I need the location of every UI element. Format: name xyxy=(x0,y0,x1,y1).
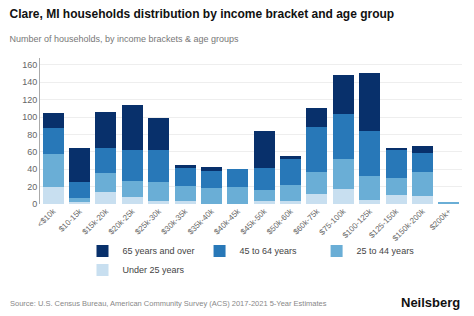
svg-text:$200k+: $200k+ xyxy=(428,207,453,232)
svg-text:40: 40 xyxy=(27,164,37,174)
svg-text:$50k-60k: $50k-60k xyxy=(265,206,295,236)
svg-text:$30k-35k: $30k-35k xyxy=(160,206,190,236)
svg-text:Under 25 years: Under 25 years xyxy=(123,265,185,275)
svg-text:140: 140 xyxy=(22,77,37,87)
svg-text:0: 0 xyxy=(32,199,37,209)
svg-text:$60k-75k: $60k-75k xyxy=(292,206,322,236)
svg-text:$45k-50k: $45k-50k xyxy=(239,206,269,236)
svg-text:25 to 44 years: 25 to 44 years xyxy=(357,246,415,256)
svg-text:Number of households, by incom: Number of households, by income brackets… xyxy=(9,34,239,44)
svg-text:$125-150k: $125-150k xyxy=(367,206,401,240)
svg-text:60: 60 xyxy=(27,147,37,157)
svg-text:$35k-40k: $35k-40k xyxy=(186,206,216,236)
svg-text:80: 80 xyxy=(27,130,37,140)
svg-text:$20k-25k: $20k-25k xyxy=(107,206,137,236)
svg-text:$150k-200k: $150k-200k xyxy=(391,206,428,243)
svg-text:65 years and over: 65 years and over xyxy=(123,246,195,256)
svg-text:100: 100 xyxy=(22,112,37,122)
svg-text:Source: U.S. Census Bureau, Am: Source: U.S. Census Bureau, American Com… xyxy=(10,299,327,308)
svg-text:120: 120 xyxy=(22,95,37,105)
svg-text:$100-125k: $100-125k xyxy=(341,206,375,240)
svg-text:$25k-30k: $25k-30k xyxy=(133,206,163,236)
svg-text:$40k-45k: $40k-45k xyxy=(212,206,242,236)
svg-text:$10-15k: $10-15k xyxy=(57,206,85,234)
svg-text:<$10k: <$10k xyxy=(35,206,58,229)
svg-text:$15k-20k: $15k-20k xyxy=(81,206,111,236)
svg-text:160: 160 xyxy=(22,60,37,70)
svg-text:20: 20 xyxy=(27,182,37,192)
svg-text:Clare, MI households distribut: Clare, MI households distribution by inc… xyxy=(9,7,394,21)
svg-text:45 to 64 years: 45 to 64 years xyxy=(240,246,298,256)
svg-text:$75-100k: $75-100k xyxy=(318,206,349,237)
svg-text:Neilsberg: Neilsberg xyxy=(401,295,460,310)
